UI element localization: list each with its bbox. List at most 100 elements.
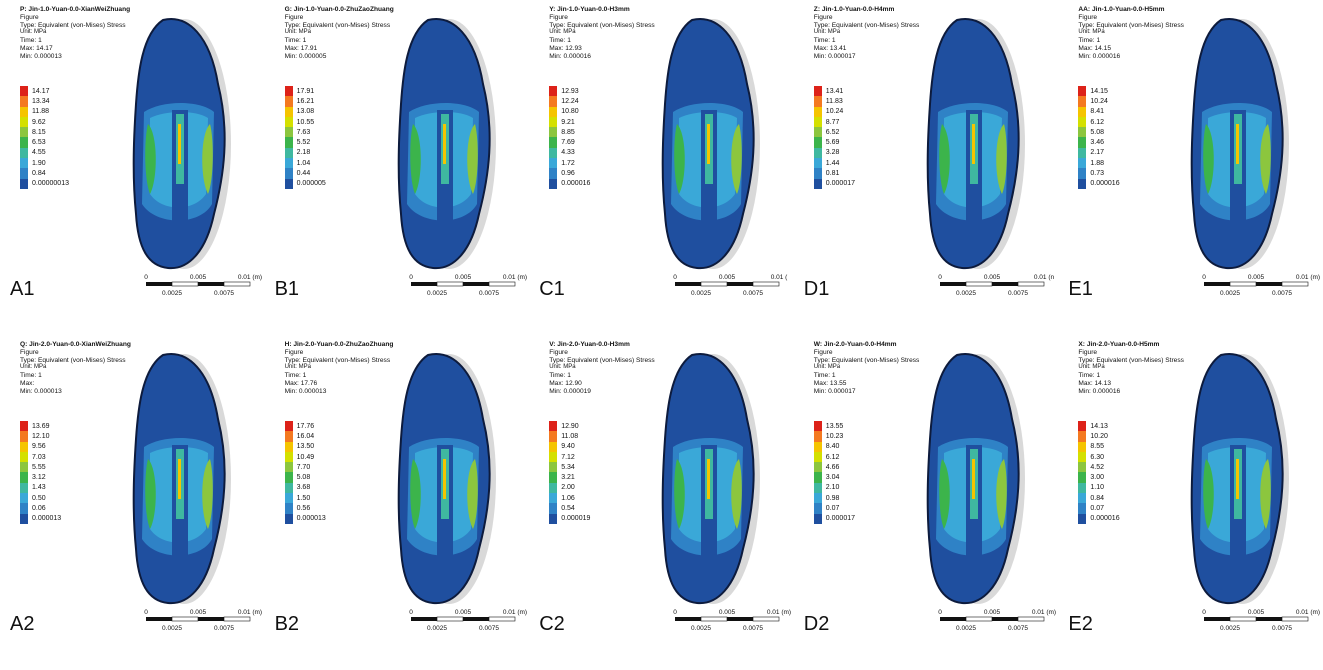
legend-swatch — [284, 431, 293, 442]
legend-value: 7.03 — [32, 453, 46, 461]
scale-segment-4 — [1017, 616, 1045, 622]
scale-sub-tick-1: 0.0025 — [162, 290, 182, 297]
result-figure-label: Figure — [1078, 348, 1098, 356]
result-min: Min: 0.000013 — [20, 387, 62, 395]
legend-row: 12.90 — [549, 421, 590, 432]
result-time: Time: 1 — [284, 37, 307, 45]
legend-row: 2.18 — [284, 147, 326, 159]
post-highlight — [178, 124, 181, 164]
legend-swatch — [813, 493, 822, 504]
scale-sub-tick-1: 0.0025 — [162, 625, 182, 632]
stress-band-side-right — [1260, 124, 1272, 194]
legend-value: 0.00000013 — [32, 180, 69, 188]
legend-value: 7.12 — [561, 453, 575, 461]
legend-row: 5.52 — [284, 137, 326, 148]
scale-sub-tick-1: 0.0025 — [427, 625, 447, 632]
tooth-model — [926, 18, 1025, 270]
stress-panel-e1: AA: Jin-1.0-Yuan-0.0-H5mm Figure Type: E… — [1058, 0, 1322, 335]
scale-sub-tick-2: 0.0075 — [743, 290, 763, 297]
legend-value: 17.91 — [296, 87, 315, 95]
color-legend: 14.17 13.34 11.88 9.62 8.15 6.53 4.55 1.90 0.84 0… — [20, 86, 69, 189]
legend-value: 9.40 — [561, 443, 575, 451]
legend-swatch — [813, 472, 822, 483]
legend-swatch — [1078, 493, 1087, 504]
legend-swatch — [549, 431, 558, 442]
legend-value: 1.90 — [32, 159, 46, 167]
legend-row: 4.33 — [549, 147, 590, 159]
legend-value: 2.00 — [561, 484, 575, 492]
legend-row: 9.21 — [549, 116, 590, 128]
legend-value: 1.04 — [296, 159, 311, 167]
tooth-model — [661, 18, 761, 270]
scale-bar: 0 0.005 0.01 (m) 0.0025 0.0075 — [673, 609, 791, 632]
legend-row: 7.70 — [284, 462, 326, 473]
legend-row: 16.21 — [284, 96, 326, 107]
legend-row: 17.76 — [284, 421, 326, 432]
tooth-model — [397, 18, 496, 270]
legend-value: 3.68 — [296, 484, 311, 492]
legend-row: 14.13 — [1078, 421, 1119, 432]
result-max: Max: 12.90 — [549, 379, 582, 387]
legend-row: 4.55 — [20, 147, 69, 159]
legend-row: 10.24 — [1078, 96, 1119, 107]
tooth-model — [1191, 353, 1290, 605]
scale-bar: 0 0.005 0.01 (n 0.0025 0.0075 — [938, 274, 1054, 297]
scale-segment-1 — [939, 617, 966, 621]
tooth-model — [661, 353, 761, 605]
legend-value: 1.88 — [1090, 159, 1105, 167]
legend-swatch — [20, 462, 28, 473]
result-type: Type: Equivalent (von-Mises) Stress — [813, 21, 920, 29]
stress-band-side-right — [202, 459, 213, 529]
legend-value: 0.06 — [32, 505, 46, 513]
scale-tick-2: 0.01 (m) — [502, 274, 526, 281]
legend-row: 4.52 — [1078, 462, 1119, 473]
legend-swatch — [813, 137, 822, 148]
legend-swatch — [20, 482, 28, 494]
legend-value: 8.55 — [1090, 443, 1105, 451]
legend-row: 13.69 — [20, 421, 61, 432]
legend-swatch — [813, 147, 822, 159]
legend-value: 5.08 — [1090, 128, 1105, 136]
legend-row: 8.77 — [813, 116, 855, 128]
result-max: Max: 13.41 — [813, 44, 847, 52]
legend-row: 7.03 — [20, 451, 61, 463]
legend-swatch — [284, 158, 293, 169]
legend-value: 3.04 — [825, 474, 840, 482]
scale-sub-tick-1: 0.0025 — [691, 625, 711, 632]
legend-row: 0.44 — [284, 168, 326, 179]
legend-row: 0.000013 — [20, 513, 61, 524]
legend-swatch — [1078, 503, 1087, 514]
scale-tick-0: 0 — [673, 609, 677, 616]
legend-swatch — [813, 503, 822, 514]
legend-swatch — [549, 451, 558, 463]
legend-value: 10.55 — [296, 118, 315, 126]
legend-row: 6.52 — [813, 127, 855, 138]
stress-band-side-right — [731, 459, 742, 529]
legend-row: 13.41 — [813, 86, 855, 97]
scale-sub-tick-2: 0.0075 — [214, 290, 234, 297]
result-min: Min: 0.000013 — [284, 387, 327, 395]
legend-row: 0.07 — [1078, 503, 1119, 514]
scale-segment-4 — [752, 616, 780, 622]
result-title: G: Jin-1.0-Yuan-0.0-ZhuZaoZhuang — [284, 6, 394, 13]
result-info: P: Jin-1.0-Yuan-0.0-XianWeiZhuang Figure… — [20, 6, 130, 61]
legend-swatch — [284, 147, 293, 159]
scale-tick-2: 0.01 ( — [771, 274, 788, 281]
scale-segment-3 — [991, 282, 1018, 286]
legend-swatch — [1078, 96, 1087, 107]
scale-segment-1 — [939, 282, 966, 286]
scale-segment-4 — [223, 281, 251, 287]
post-highlight — [442, 124, 446, 164]
legend-row: 3.12 — [20, 472, 61, 483]
legend-value: 6.30 — [1090, 453, 1105, 461]
legend-value: 9.56 — [32, 443, 46, 451]
legend-row: 3.00 — [1078, 472, 1119, 483]
legend-row: 7.63 — [284, 127, 326, 138]
legend-swatch — [1078, 178, 1087, 189]
result-max: Max: — [20, 379, 35, 387]
scale-tick-1: 0.005 — [454, 609, 471, 616]
legend-swatch — [813, 178, 822, 189]
legend-row: 7.69 — [549, 137, 590, 148]
legend-row: 1.72 — [549, 158, 590, 169]
color-legend: 13.55 10.23 8.40 6.12 4.66 3.04 2.10 0.98 0.07 0.… — [813, 421, 855, 524]
